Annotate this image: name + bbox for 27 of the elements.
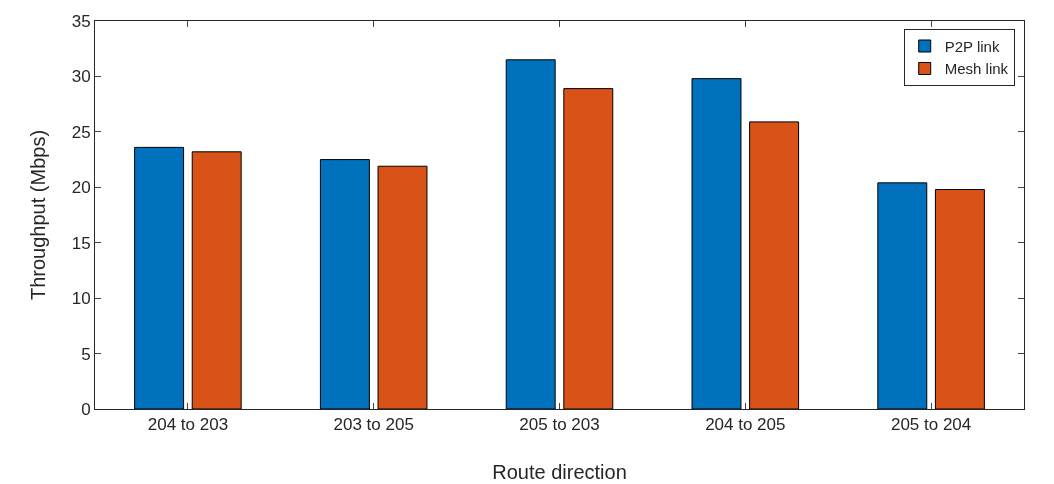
- legend-label: Mesh link: [944, 60, 1009, 78]
- bar: [877, 182, 928, 409]
- y-tick-label: 5: [81, 344, 91, 364]
- x-tick-label: 204 to 203: [147, 415, 229, 435]
- bar: [319, 159, 370, 409]
- y-tick-label: 0: [81, 399, 91, 419]
- bar: [691, 78, 742, 409]
- y-tick-label: 30: [71, 67, 91, 87]
- bar: [191, 151, 242, 409]
- y-tick-label: 15: [71, 233, 91, 253]
- bar: [563, 88, 614, 409]
- x-tick-label: 203 to 205: [333, 415, 414, 435]
- bar: [934, 189, 985, 409]
- y-tick-label: 20: [71, 178, 91, 198]
- y-tick-label: 10: [71, 289, 91, 309]
- y-tick-label: 35: [71, 11, 91, 31]
- y-tick-label: 25: [71, 122, 91, 142]
- x-tick-label: 204 to 205: [705, 415, 786, 435]
- legend-label: P2P link: [944, 37, 1000, 55]
- bar: [749, 121, 800, 409]
- bar: [134, 146, 185, 409]
- x-axis-title: Route direction: [492, 461, 627, 483]
- x-tick-label: 205 to 204: [890, 415, 972, 435]
- y-axis-title: Throughput (Mbps): [27, 129, 49, 301]
- bar: [377, 165, 428, 409]
- x-tick-label: 205 to 203: [519, 415, 600, 435]
- bar: [505, 59, 556, 409]
